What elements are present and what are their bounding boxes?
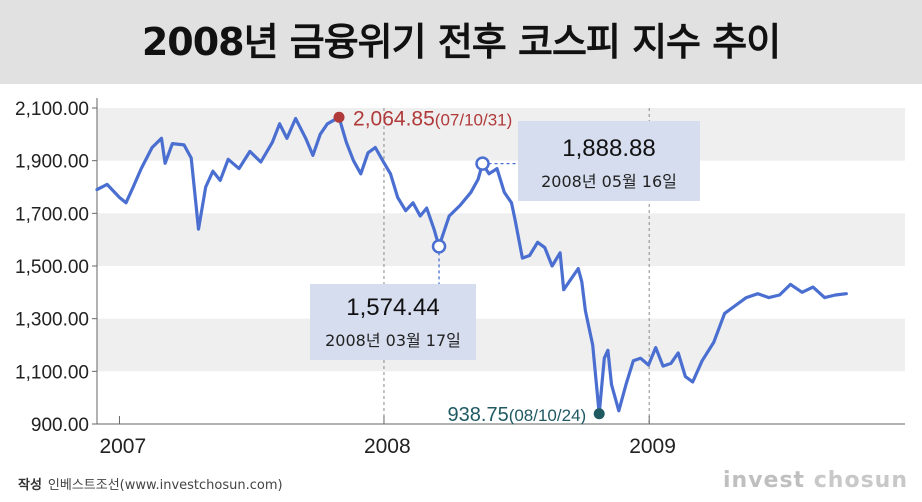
- grid-band: [97, 108, 905, 161]
- low-march-callout-box: [310, 284, 476, 360]
- x-tick-labels: 2007 2008 2009: [99, 435, 675, 458]
- kospi-line-chart: 2,100.00 1,900.00 1,700.00 1,500.00 1,300.00…: [15, 98, 905, 458]
- y-tick-label: 1,500.00: [15, 257, 89, 278]
- axes: [92, 98, 905, 425]
- high-may-date: 2008년 05월 16일: [541, 172, 677, 191]
- kospi-series-line: [95, 115, 848, 416]
- annotations-layer: 2,064.85(07/10/31) 1,574.44 2008년 03월 17일 1…: [310, 107, 700, 426]
- y-tick-label: 2,100.00: [15, 99, 89, 120]
- x-tick-label: 2009: [629, 435, 676, 458]
- plot-bands: [97, 108, 905, 372]
- peak-label: 2,064.85(07/10/31): [353, 107, 512, 130]
- high-may-callout-box: [518, 121, 700, 201]
- grid-band: [97, 318, 905, 372]
- trough-label: 938.75(08/10/24): [448, 404, 587, 426]
- low-march-value: 1,574.44: [346, 294, 439, 321]
- y-tick-label: 900.00: [31, 415, 89, 436]
- credit-label: 작성: [18, 478, 42, 493]
- y-tick-label: 1,900.00: [15, 152, 89, 173]
- trough-marker: [593, 408, 605, 420]
- low-march-marker: [431, 239, 447, 254]
- low-march-date: 2008년 03월 17일: [325, 331, 461, 350]
- peak-date: (07/10/31): [435, 110, 513, 129]
- footer-credit: 작성 인베스트조선(www.investchosun.com): [18, 474, 283, 493]
- trough-value: 938.75: [448, 404, 509, 426]
- high-may-marker: [475, 156, 490, 171]
- series-layer: [95, 115, 848, 416]
- logo-word-chosun: chosun: [813, 468, 908, 493]
- high-may-value: 1,888.88: [562, 135, 655, 162]
- y-tick-labels: 2,100.00 1,900.00 1,700.00 1,500.00 1,300.00…: [15, 99, 89, 436]
- logo-word-invest: invest: [723, 468, 806, 493]
- credit-text: 인베스트조선(www.investchosun.com): [47, 478, 283, 493]
- year-divider-lines: [383, 108, 650, 424]
- y-tick-label: 1,100.00: [15, 362, 89, 383]
- x-tick-label: 2007: [99, 435, 146, 458]
- trough-date: (08/10/24): [509, 406, 587, 425]
- y-tick-label: 1,300.00: [15, 310, 89, 331]
- x-tick-label: 2008: [364, 435, 411, 458]
- invest-chosun-logo: invest chosun: [723, 468, 908, 493]
- grid-band: [97, 213, 905, 266]
- peak-value: 2,064.85: [353, 107, 435, 130]
- y-tick-label: 1,700.00: [15, 204, 89, 225]
- title-bar: [0, 0, 922, 84]
- chart-title: 2008년 금융위기 전후 코스피 지수 추이: [141, 20, 781, 64]
- peak-marker: [333, 111, 345, 123]
